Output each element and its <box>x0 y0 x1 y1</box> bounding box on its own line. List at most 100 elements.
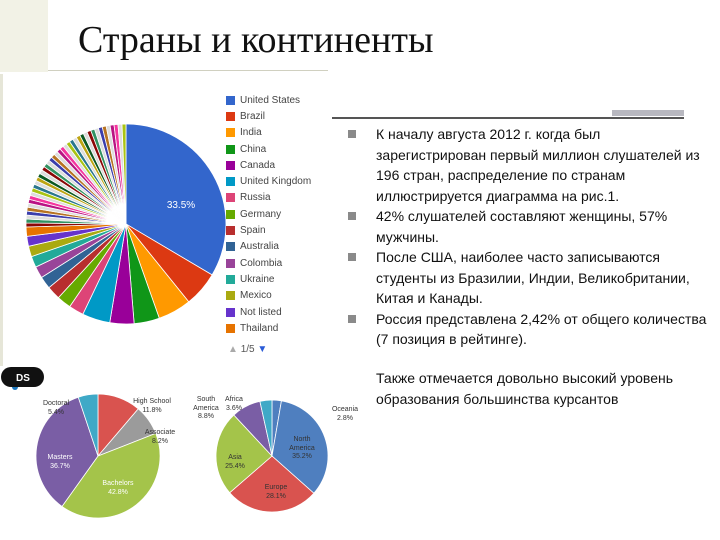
pie-label: Bachelors 42.8% <box>98 480 138 497</box>
bullet-item: После США, наиболее часто записываются с… <box>348 247 710 309</box>
pie-label: Masters 36.7% <box>40 454 80 471</box>
legend-swatch <box>226 226 235 236</box>
ds-logo-text: DS <box>16 373 30 384</box>
country-legend: United States Brazil India China Canada Unite… <box>226 92 311 336</box>
legend-item: Canada <box>226 157 311 173</box>
legend-label: United Kingdom <box>240 176 312 188</box>
bullet-text: 42% слушателей составляют женщины, 57% м… <box>376 208 668 245</box>
bullet-text: После США, наиболее часто записываются с… <box>376 249 690 306</box>
pager-label: 1/5 <box>240 344 255 355</box>
pie-label: South America 8.8% <box>186 396 226 422</box>
legend-swatch <box>226 160 235 170</box>
pie-label-value: 8.8% <box>198 413 214 420</box>
ds-logo-icon: DS <box>1 367 44 387</box>
bullet-list: К началу августа 2012 г. когда был зарег… <box>348 124 710 350</box>
pie-label-value: 28.1% <box>266 492 286 500</box>
pie-label-name: North America <box>289 436 315 452</box>
bullet-item: Россия представлена 2,42% от общего коли… <box>348 309 710 350</box>
decor-rule-dark <box>326 117 684 119</box>
legend-swatch <box>226 242 235 252</box>
legend-label: Brazil <box>240 110 266 122</box>
pie-label-value: 11.8% <box>142 406 162 414</box>
legend-swatch <box>226 111 235 121</box>
legend-item: Russia <box>226 190 311 206</box>
legend-item: Germany <box>226 206 311 222</box>
education-paragraph: Также отмечается довольно высокий уровен… <box>376 370 674 407</box>
pie-label-value: 35.2% <box>292 453 312 460</box>
bullet-text: К началу августа 2012 г. когда был зарег… <box>376 126 700 204</box>
pie-label: Doctoral 5.4% <box>36 400 76 417</box>
legend-label: Canada <box>240 159 276 171</box>
pie-slice-bachelors <box>61 432 161 519</box>
legend-item: Colombia <box>226 255 311 271</box>
legend-label: Germany <box>240 208 282 220</box>
pie-label-name: Africa <box>225 396 243 403</box>
pie-label: North America 35.2% <box>282 436 322 462</box>
bullet-text: Россия представлена 2,42% от общего коли… <box>376 310 707 348</box>
legend-pager[interactable]: ▲ 1/5 ▼ <box>228 344 267 355</box>
legend-label: Not listed <box>240 306 282 318</box>
pie-slice-africa <box>259 399 273 457</box>
legend-label: China <box>240 143 267 155</box>
pie-label: Europe 28.1% <box>258 484 294 501</box>
pie-label: Asia 25.4% <box>218 454 252 471</box>
legend-swatch <box>226 307 235 317</box>
slide-title: Страны и континенты <box>78 19 434 61</box>
legend-item: India <box>226 125 311 141</box>
pie-label-value: 8.2% <box>152 437 168 445</box>
pie-label-name: Bachelors <box>102 480 134 487</box>
pie-label-name: Europe <box>264 484 288 491</box>
pie-label-name: Doctoral <box>42 400 70 407</box>
legend-label: Thailand <box>240 322 279 334</box>
pie-slice-masters <box>35 396 99 508</box>
pie-label: High School 11.8% <box>132 398 172 415</box>
bottom-pies-svg <box>35 393 329 519</box>
big-slice-label: 33.5% <box>167 200 195 211</box>
legend-item: Thailand <box>226 320 311 336</box>
pie-label: Oceania 2.8% <box>330 406 360 423</box>
pie-slice-doctoral <box>77 393 99 457</box>
legend-label: Ukraine <box>240 273 275 285</box>
pie-label-name: High School <box>133 398 171 405</box>
legend-swatch <box>226 258 235 268</box>
legend-swatch <box>226 274 235 284</box>
legend-item: Brazil <box>226 108 311 124</box>
education-continent-panel: DS Doctoral 5.4% High School 11.8% Associate… <box>0 366 362 536</box>
bullet-item: 42% слушателей составляют женщины, 57% м… <box>348 206 710 247</box>
legend-item: Not listed <box>226 304 311 320</box>
legend-item: Australia <box>226 239 311 255</box>
legend-label: Spain <box>240 225 266 237</box>
legend-label: Colombia <box>240 257 283 269</box>
legend-item: United States <box>226 92 311 108</box>
pie-label: Africa 3.6% <box>220 396 248 413</box>
legend-label: United States <box>240 94 301 106</box>
pie-slice-other-39 <box>121 123 127 225</box>
country-pie-chart: 33.5% United States Brazil India China Canad… <box>6 74 332 364</box>
pie-label-value: 42.8% <box>108 488 128 496</box>
pie-label-name: Asia <box>228 454 242 461</box>
legend-label: Russia <box>240 192 271 204</box>
pie-slice-north-america <box>271 400 329 494</box>
legend-label: Mexico <box>240 290 272 302</box>
legend-item: Mexico <box>226 288 311 304</box>
pie-slice-united-states <box>125 123 226 276</box>
legend-item: Spain <box>226 222 311 238</box>
pie-label-value: 5.4% <box>48 408 64 416</box>
decor-block <box>0 0 48 72</box>
bullet-square-icon <box>348 314 356 323</box>
decor-left-bar <box>0 74 3 534</box>
legend-swatch <box>226 209 235 219</box>
legend-swatch <box>226 291 235 301</box>
decor-line <box>48 70 328 71</box>
pager-down-icon[interactable]: ▼ <box>257 344 268 355</box>
pie-label-name: Oceania <box>331 406 359 413</box>
legend-swatch <box>226 128 235 138</box>
bullet-square-icon <box>348 130 356 138</box>
legend-label: Australia <box>240 241 279 253</box>
bullet-square-icon <box>348 253 356 261</box>
legend-swatch <box>226 193 235 203</box>
pie-label-value: 3.6% <box>226 404 242 412</box>
pager-up-icon[interactable]: ▲ <box>228 344 238 355</box>
pie-label-value: 25.4% <box>225 462 245 470</box>
pie-label-name: Masters <box>47 454 73 461</box>
